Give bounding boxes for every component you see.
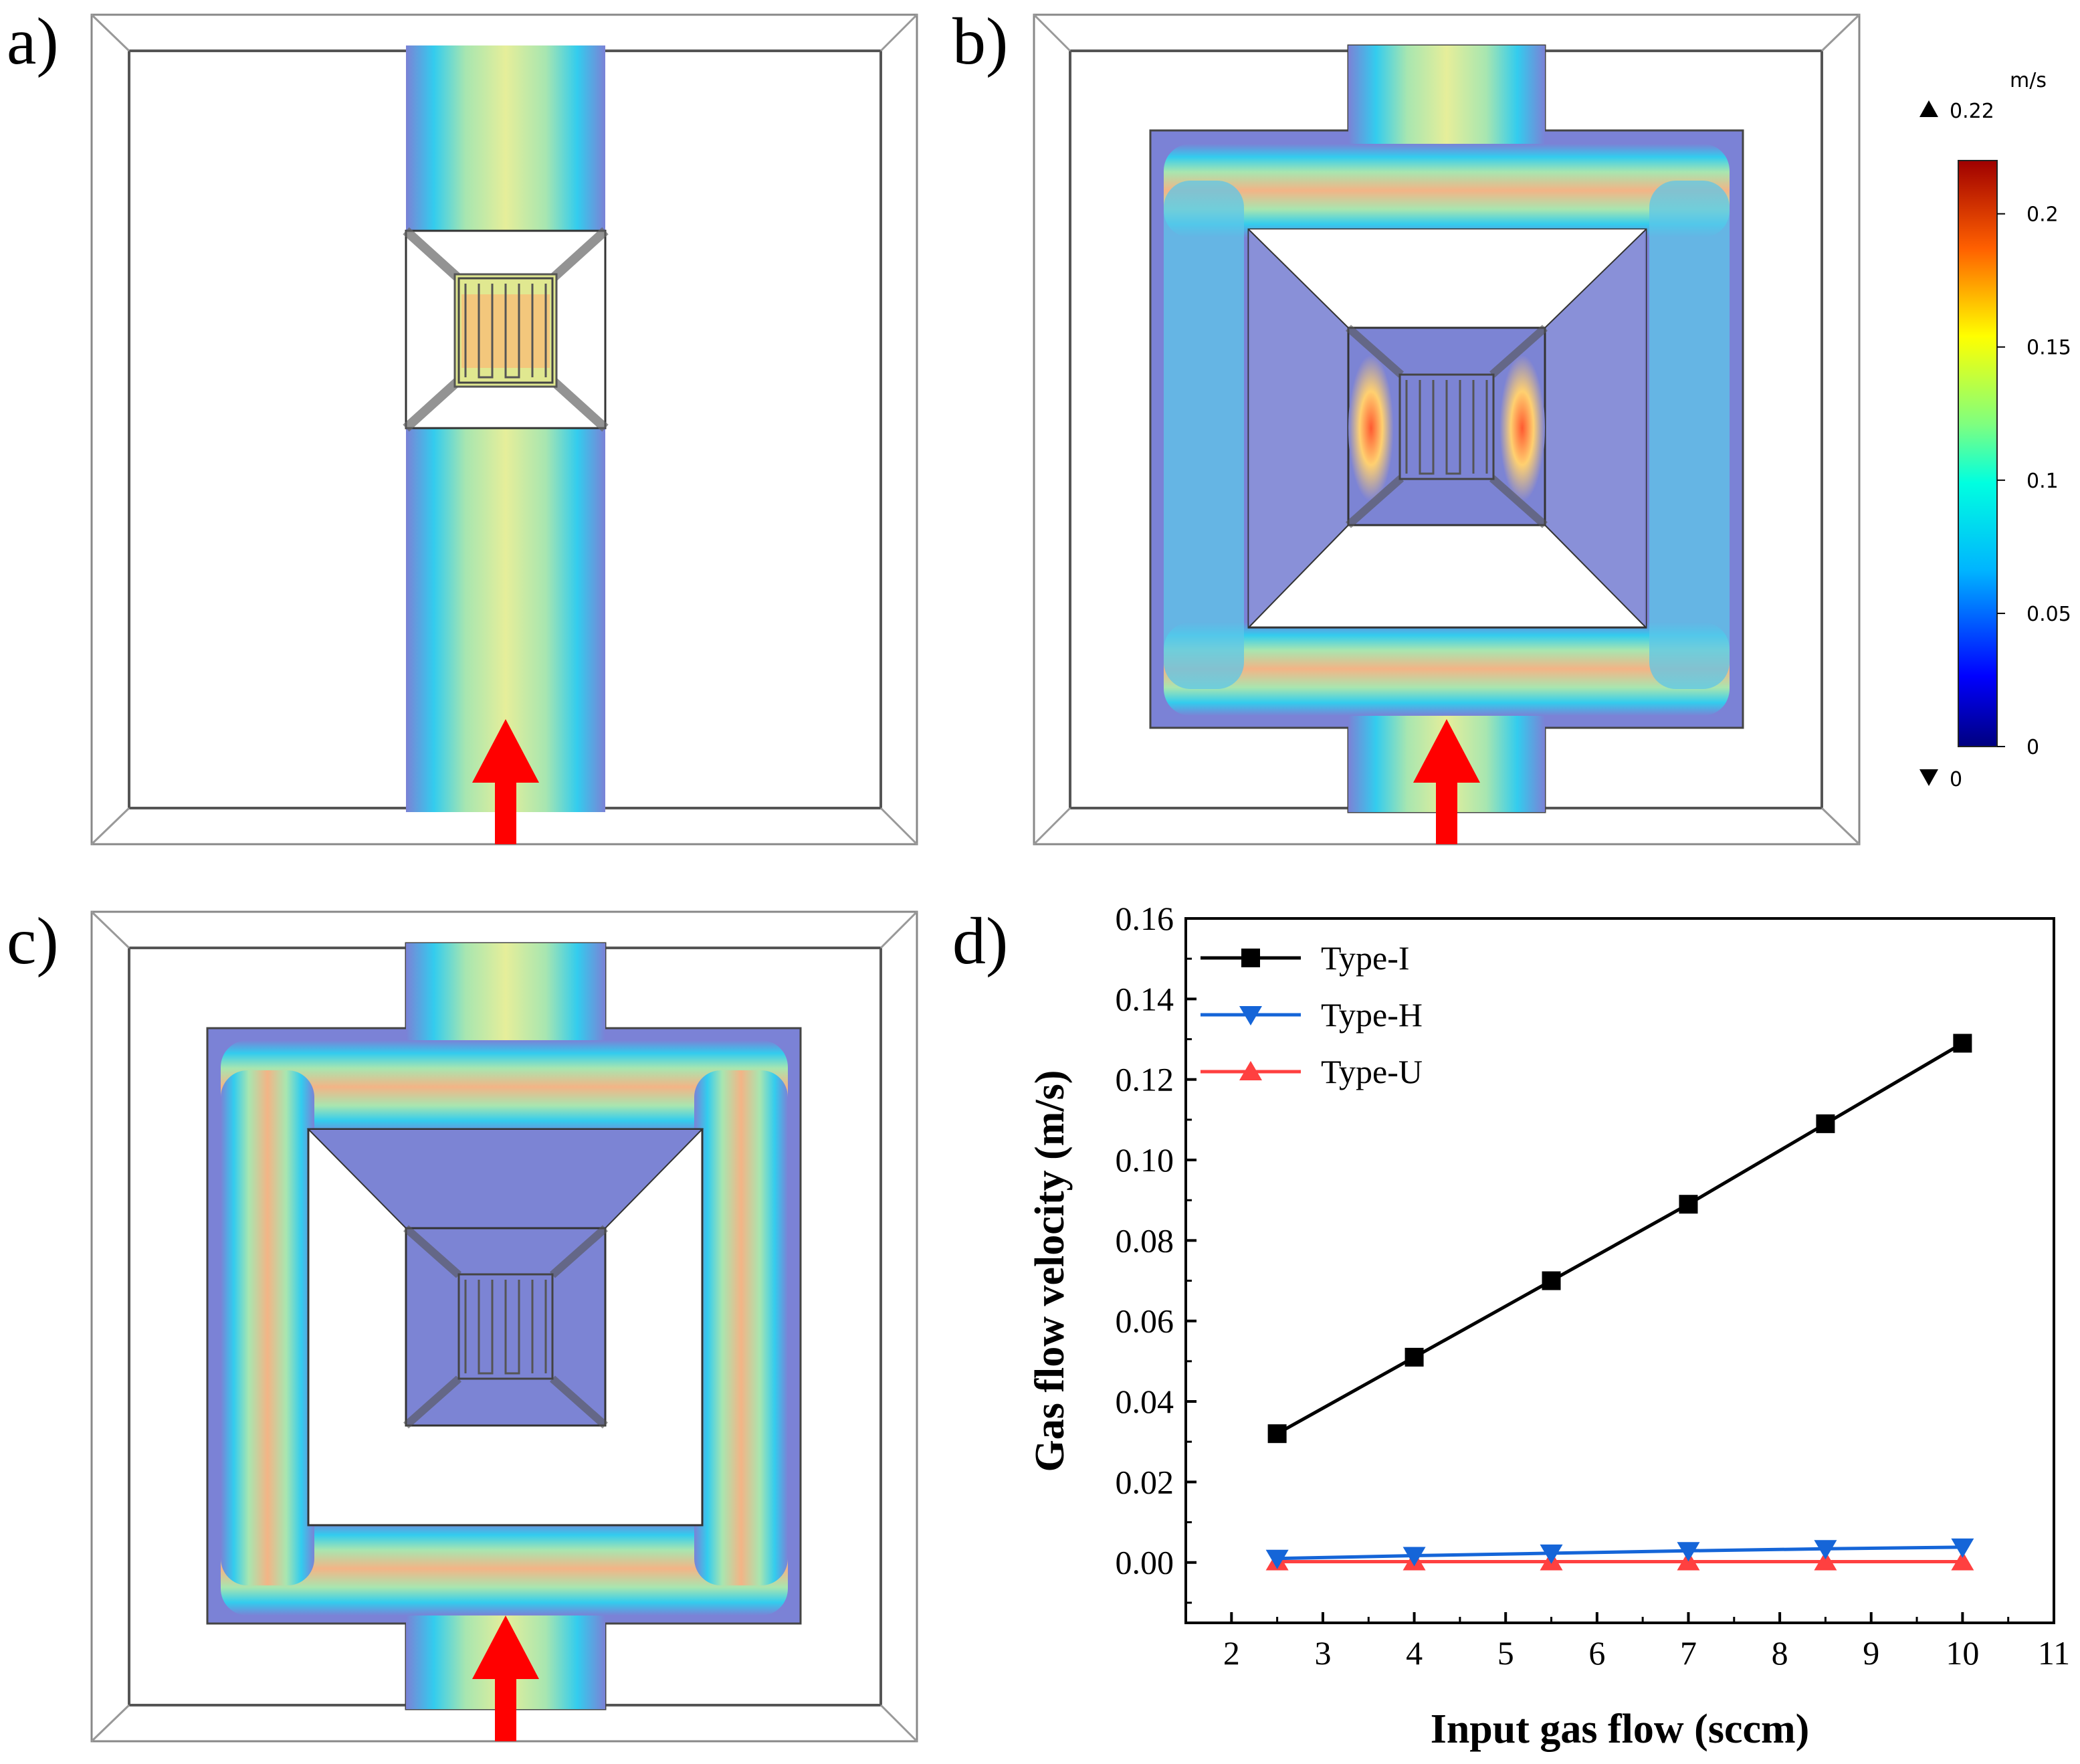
data-point-type-i bbox=[1953, 1034, 1972, 1053]
plot-frame bbox=[1184, 917, 2055, 1624]
data-point-type-h bbox=[1540, 1544, 1563, 1564]
panel-b-label: b) bbox=[952, 4, 1008, 78]
x-tick-label: 7 bbox=[1680, 1634, 1697, 1672]
panel-b: b) bbox=[952, 4, 1861, 846]
data-point-type-h bbox=[1265, 1549, 1289, 1569]
colorbar-tick-label: 0.15 bbox=[2026, 336, 2071, 360]
legend-marker-type-u bbox=[1239, 1061, 1262, 1080]
colorbar-ticks: 0.2 0.15 0.1 0.05 0 bbox=[1997, 203, 2071, 759]
panel-a-label: a) bbox=[7, 4, 59, 78]
panel-a: a) bbox=[7, 4, 918, 846]
legend-marker-type-h bbox=[1239, 1006, 1262, 1025]
flow-arrow-c bbox=[472, 1615, 539, 1741]
data-point-type-i bbox=[1405, 1347, 1424, 1367]
x-tick-label: 5 bbox=[1497, 1634, 1514, 1672]
x-tick-label: 8 bbox=[1772, 1634, 1788, 1672]
panel-c-label: c) bbox=[7, 904, 59, 978]
x-tick-label: 4 bbox=[1406, 1634, 1423, 1672]
data-point-type-i bbox=[1679, 1195, 1698, 1214]
x-tick-label: 2 bbox=[1223, 1634, 1240, 1672]
colorbar-tick-label: 0.2 bbox=[2026, 203, 2059, 227]
panel-d: d) 0.000.020.040.060.080.100.120.140.16 … bbox=[952, 900, 2070, 1752]
legend-label-type-h: Type-H bbox=[1321, 996, 1423, 1034]
y-tick-label: 0.10 bbox=[1116, 1141, 1174, 1179]
colorbar-tick-label: 0.1 bbox=[2026, 470, 2059, 493]
x-axis-ticks: 2 3 4 5 6 7 8 9 10 11 bbox=[1223, 1612, 2070, 1672]
panel-d-label: d) bbox=[952, 904, 1008, 978]
legend-marker-type-i bbox=[1241, 949, 1260, 967]
x-tick-label: 10 bbox=[1946, 1634, 1979, 1672]
x-tick-label: 9 bbox=[1863, 1634, 1879, 1672]
data-point-type-h bbox=[1402, 1547, 1426, 1567]
min-triangle-icon bbox=[1919, 769, 1938, 786]
x-tick-label: 3 bbox=[1314, 1634, 1331, 1672]
x-tick-label: 6 bbox=[1588, 1634, 1605, 1672]
data-point-type-u bbox=[1951, 1551, 1974, 1571]
y-tick-label: 0.12 bbox=[1116, 1061, 1174, 1098]
legend: Type-I Type-H Type-U bbox=[1201, 939, 1423, 1090]
y-axis-title: Gas flow velocity (m/s) bbox=[1027, 1070, 1073, 1472]
colorbar: m/s 0.22 0.2 0.15 0.1 0.05 0 0 bbox=[1919, 69, 2071, 791]
colorbar-unit: m/s bbox=[2010, 69, 2047, 92]
data-point-type-h bbox=[1951, 1538, 1974, 1558]
y-tick-label: 0.16 bbox=[1116, 900, 1174, 937]
legend-label-type-u: Type-U bbox=[1321, 1053, 1423, 1090]
series-line-type-h bbox=[1277, 1545, 1963, 1561]
data-point-type-u bbox=[1814, 1551, 1837, 1571]
legend-label-type-i: Type-I bbox=[1321, 939, 1410, 977]
x-tick-label: 11 bbox=[2038, 1634, 2070, 1672]
x-axis-title: Input gas flow (sccm) bbox=[1431, 1706, 1810, 1752]
data-point-type-h bbox=[1677, 1542, 1700, 1562]
y-tick-label: 0.04 bbox=[1116, 1383, 1174, 1420]
colorbar-max: 0.22 bbox=[1950, 100, 1994, 123]
colorbar-min: 0 bbox=[1950, 768, 1962, 791]
max-triangle-icon bbox=[1919, 100, 1938, 117]
data-point-type-i bbox=[1267, 1424, 1287, 1444]
data-point-type-h bbox=[1814, 1540, 1837, 1560]
y-tick-label: 0.00 bbox=[1116, 1544, 1174, 1581]
flow-arrow-a bbox=[472, 719, 539, 844]
y-tick-label: 0.14 bbox=[1116, 980, 1174, 1017]
colorbar-tick-label: 0.05 bbox=[2026, 603, 2071, 626]
y-tick-label: 0.02 bbox=[1116, 1463, 1174, 1500]
panel-c: c) bbox=[7, 904, 918, 1743]
data-point-type-i bbox=[1816, 1114, 1835, 1133]
data-point-type-i bbox=[1542, 1271, 1561, 1290]
y-tick-label: 0.08 bbox=[1116, 1221, 1174, 1259]
colorbar-scale bbox=[1958, 160, 1998, 747]
series-layer bbox=[1265, 1034, 1974, 1571]
series-line-type-i bbox=[1276, 1042, 1964, 1436]
y-axis-ticks: 0.00 0.02 0.04 0.06 0.08 0.10 0.12 0.14 0.16 bbox=[1116, 900, 1197, 1604]
y-tick-label: 0.06 bbox=[1116, 1302, 1174, 1340]
colorbar-tick-label: 0 bbox=[2026, 736, 2039, 759]
flow-arrow-b bbox=[1413, 719, 1480, 844]
